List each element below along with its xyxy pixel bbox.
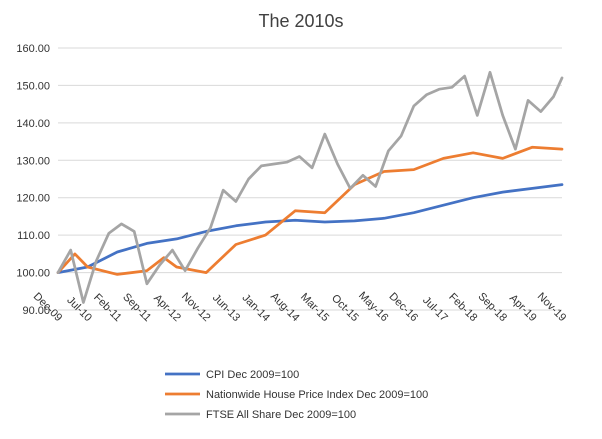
x-tick-label: Apr-19 <box>507 292 539 324</box>
y-tick-label: 140.00 <box>16 118 50 130</box>
y-tick-label: 100.00 <box>16 268 50 280</box>
legend-label: Nationwide House Price Index Dec 2009=10… <box>206 389 428 401</box>
x-tick-label: Dec-16 <box>387 291 421 325</box>
x-tick-label: Mar-15 <box>298 291 331 324</box>
x-tick-label: Sep-18 <box>475 291 509 325</box>
x-tick-label: Jun-13 <box>210 292 242 324</box>
x-tick-label: Jan-14 <box>240 292 272 324</box>
y-tick-label: 90.00 <box>22 305 50 317</box>
x-tick-label: Nov-12 <box>179 291 213 325</box>
x-tick-label: Sep-11 <box>120 291 153 324</box>
x-axis-ticks: Dec-09 Jul-10Feb-11Sep-11Apr-12Nov-12Jun-… <box>31 290 569 324</box>
y-tick-label: 110.00 <box>17 230 50 242</box>
x-tick-label: Jul-10 <box>64 294 94 324</box>
x-tick-label: Feb-18 <box>446 291 479 324</box>
series-lines <box>56 70 564 304</box>
y-tick-label: 120.00 <box>16 193 50 205</box>
legend-label: CPI Dec 2009=100 <box>206 369 299 381</box>
y-tick-label: 130.00 <box>16 155 50 167</box>
y-tick-label: 150.00 <box>16 80 50 92</box>
x-tick-label: Feb-11 <box>91 292 124 325</box>
y-axis-ticks: 90.00 100.00 110.00 120.00 130.00 140.00 150.0… <box>16 43 50 317</box>
legend: CPI Dec 2009=100 Nationwide House Price I… <box>165 369 428 421</box>
x-tick-label: May-16 <box>356 290 390 324</box>
series-line-1 <box>56 183 564 274</box>
series-line-3 <box>56 70 564 304</box>
x-tick-label: Jul-17 <box>420 294 450 324</box>
y-tick-label: 160.00 <box>16 43 50 55</box>
x-tick-label: Aug-14 <box>268 291 302 325</box>
x-tick-label: Nov-19 <box>535 291 569 325</box>
legend-label: FTSE All Share Dec 2009=100 <box>206 409 356 421</box>
x-tick-label: Apr-12 <box>151 292 183 324</box>
chart-title: The 2010s <box>258 11 343 31</box>
series-line-2 <box>56 145 564 276</box>
